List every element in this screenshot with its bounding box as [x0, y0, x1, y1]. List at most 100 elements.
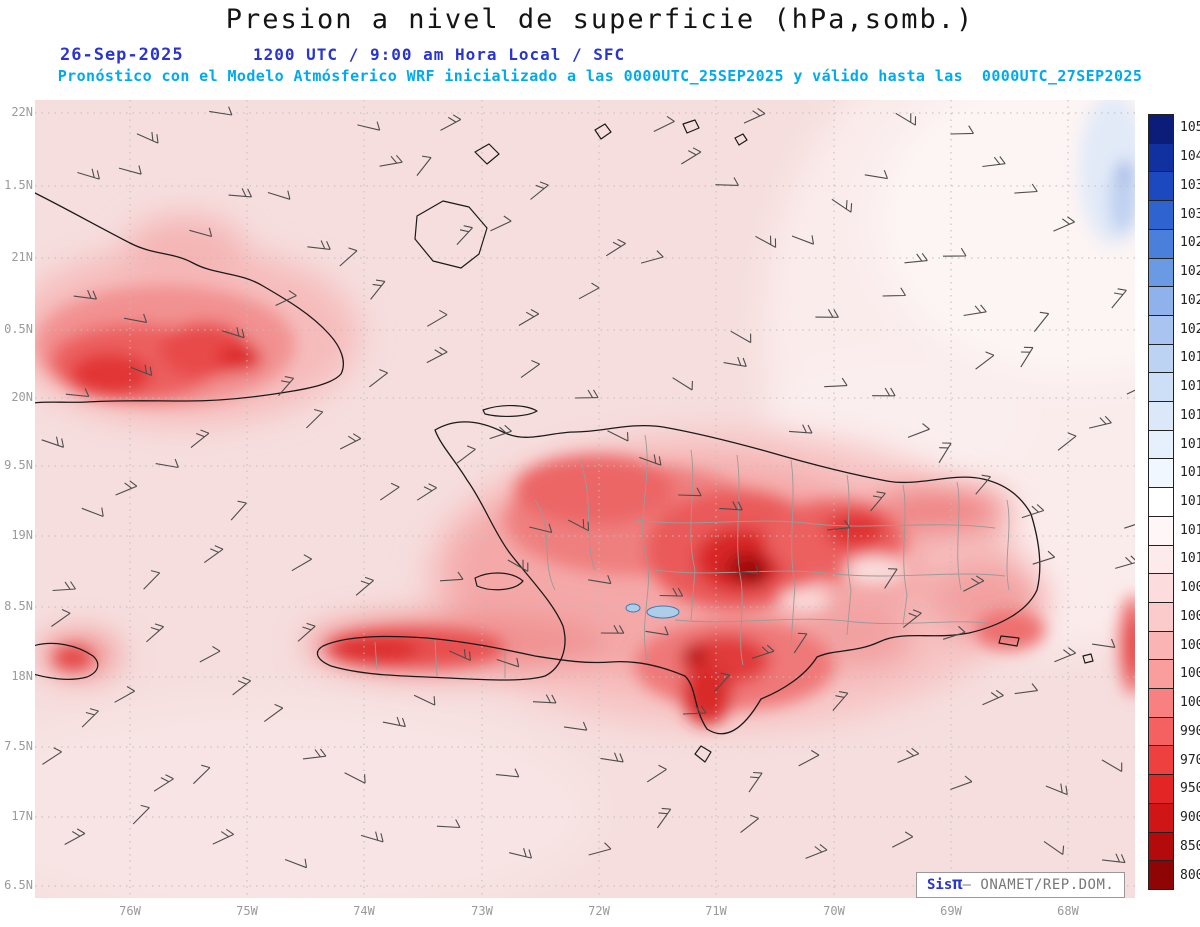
colorbar-segment — [1149, 373, 1173, 403]
colorbar-segment — [1149, 430, 1173, 460]
island-turks-2 — [682, 119, 700, 134]
colorbar-level-label: 1025 — [1180, 264, 1200, 280]
lat-label: 18N — [11, 669, 33, 683]
province-borders — [374, 434, 1010, 678]
lat-label: 0.5N — [4, 322, 33, 336]
island-saona — [998, 635, 1020, 647]
lakes — [625, 603, 680, 619]
colorbar-level-label: 850 — [1180, 838, 1200, 854]
credit-box: Sisπ— ONAMET/REP.DOM. — [916, 872, 1126, 898]
colorbar-segment — [1149, 689, 1173, 718]
colorbar-level-label: 950 — [1180, 781, 1200, 797]
colorbar-level-label: 1000 — [1180, 695, 1200, 711]
forecast-date: 26-Sep-2025 — [60, 45, 184, 65]
high-pressure-blue-patch — [1079, 95, 1147, 245]
colorbar-segment — [1149, 201, 1173, 230]
island-cay — [474, 143, 500, 165]
lat-label: 19N — [11, 528, 33, 542]
colorbar-segment — [1149, 516, 1173, 546]
wind-barbs — [41, 106, 1149, 869]
colorbar-segment — [1149, 488, 1173, 517]
colorbar-level-label: 1006 — [1180, 608, 1200, 624]
model-info-line: Pronóstico con el Modelo Atmósferico WRF… — [57, 67, 1143, 85]
colorbar-level-label: 1050 — [1180, 120, 1200, 136]
island-mona — [1082, 653, 1094, 664]
lat-label: 1.5N — [4, 178, 33, 192]
colorbar-level-label: 1004 — [1180, 637, 1200, 653]
colorbar-level-label: 1008 — [1180, 580, 1200, 596]
lat-label: 17N — [11, 809, 33, 823]
lat-label: 22N — [11, 105, 33, 119]
lat-label: 8.5N — [4, 599, 33, 613]
colorbar-level-label: 1002 — [1180, 666, 1200, 682]
lat-label: 9.5N — [4, 458, 33, 472]
lon-label: 71W — [705, 904, 727, 918]
credit-onamet: — ONAMET/REP.DOM. — [962, 877, 1115, 893]
lat-label: 7.5N — [4, 739, 33, 753]
colorbar-segment — [1149, 574, 1173, 603]
colorbar-segment — [1149, 861, 1173, 889]
colorbar-segment — [1149, 315, 1173, 345]
colorbar-segment — [1149, 803, 1173, 833]
lake-enriquillo — [646, 605, 680, 619]
lon-label: 76W — [119, 904, 141, 918]
colorbar-level-label: 1016 — [1180, 436, 1200, 452]
lake-saumatre — [625, 603, 641, 613]
island-turks-1 — [594, 123, 612, 140]
credit-pi-icon: π — [952, 874, 963, 894]
lon-label: 73W — [471, 904, 493, 918]
colorbar-level-label: 800 — [1180, 867, 1200, 883]
lon-label: 74W — [353, 904, 375, 918]
colorbar-level-label: 1017 — [1180, 407, 1200, 423]
coastline-cuba — [32, 191, 344, 404]
colorbar-segment — [1149, 115, 1173, 144]
colorbar-segment — [1149, 402, 1173, 431]
island-turks-3 — [734, 133, 748, 146]
page-title: Presion a nivel de superficie (hPa,somb.… — [225, 4, 975, 35]
colorbar-level-label: 1038 — [1180, 177, 1200, 193]
colorbar-level-label: 1013 — [1180, 494, 1200, 509]
colorbar-segment — [1149, 602, 1173, 632]
colorbar-level-label: 1020 — [1180, 321, 1200, 337]
colorbar-segment — [1149, 775, 1173, 804]
credit-sis: Sis — [927, 877, 953, 893]
colorbar-segment — [1149, 717, 1173, 747]
colorbar-segment — [1149, 344, 1173, 374]
colorbar-level-label: 970 — [1180, 752, 1200, 768]
colorbar — [1148, 114, 1174, 890]
colorbar-level-label: 1012 — [1180, 522, 1200, 538]
colorbar-segment — [1149, 229, 1173, 259]
colorbar-segment — [1149, 172, 1173, 202]
colorbar-level-label: 990 — [1180, 723, 1200, 739]
lat-label: 6.5N — [4, 878, 33, 892]
lon-label: 75W — [236, 904, 258, 918]
pressure-map-canvas — [0, 10, 1200, 920]
colorbar-segment — [1149, 660, 1173, 690]
colorbar-segment — [1149, 258, 1173, 288]
coastline-jamaica — [32, 642, 99, 680]
colorbar-segment — [1149, 832, 1173, 862]
colorbar-level-label: 1018 — [1180, 379, 1200, 395]
lon-label: 72W — [588, 904, 610, 918]
colorbar-segment — [1149, 746, 1173, 776]
island-gonave — [474, 572, 524, 591]
pressure-map — [0, 10, 1200, 920]
colorbar-level-label: 1030 — [1180, 206, 1200, 222]
colorbar-level-label: 1028 — [1180, 235, 1200, 251]
lon-label: 68W — [1057, 904, 1079, 918]
colorbar-level-label: 1022 — [1180, 292, 1200, 308]
lon-label: 69W — [940, 904, 962, 918]
colorbar-segment — [1149, 631, 1173, 661]
lon-label: 70W — [823, 904, 845, 918]
island-tortue — [482, 405, 538, 417]
colorbar-level-label: 1019 — [1180, 350, 1200, 366]
colorbar-segment — [1149, 459, 1173, 489]
colorbar-level-label: 900 — [1180, 810, 1200, 826]
colorbar-segment — [1149, 287, 1173, 316]
lat-label: 21N — [11, 250, 33, 264]
coastlines — [32, 119, 1094, 763]
island-beata — [694, 745, 712, 763]
colorbar-level-label: 1040 — [1180, 149, 1200, 165]
colorbar-segment — [1149, 143, 1173, 173]
lat-label: 20N — [11, 390, 33, 404]
